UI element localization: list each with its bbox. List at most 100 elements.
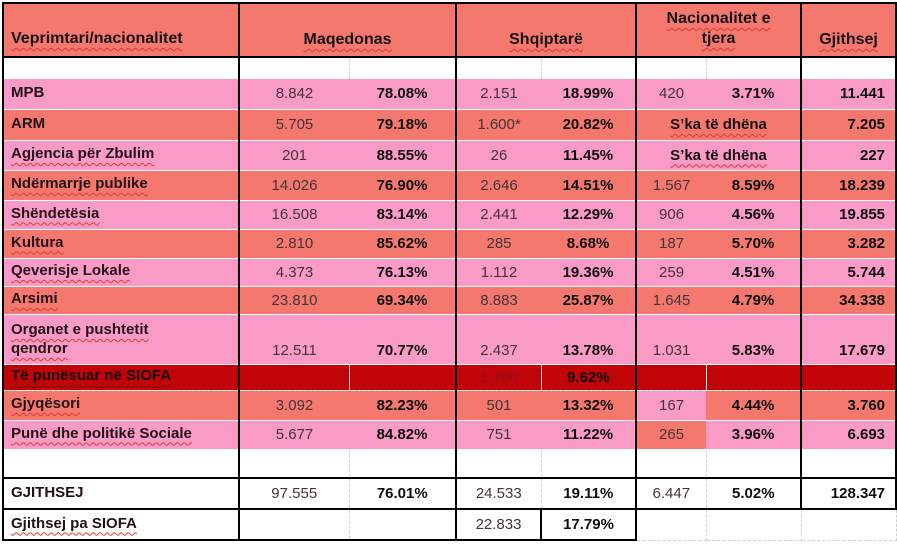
cell-mk-pct: 79.18% (349, 109, 458, 141)
cell-mk-count: 3.092 (239, 390, 349, 421)
table-row-agjencia: Agjencia për Zbulim 201 88.55% 26 11.45%… (2, 140, 897, 171)
row-label: Shëndetësia (2, 200, 240, 230)
cell-mk-count: 16.508 (239, 200, 349, 230)
table-row-organet: Organet e pushtetit qendror 12.511 70.77… (2, 314, 897, 365)
table-row-mpb: MPB 8.842 78.08% 2.151 18.99% 420 3.71% … (2, 79, 897, 110)
page: Veprimtari/nacionalitet Maqedonas Shqipt… (2, 2, 897, 541)
cell-al-pct: 11.22% (541, 420, 638, 450)
cell-total: 5.744 (801, 258, 897, 287)
cell-no-data: S’ka të dhëna (636, 140, 803, 171)
cell-mk-count: 97.555 (239, 478, 350, 510)
cell-total: 17.679 (801, 314, 897, 365)
table-row-kultura: Kultura 2.810 85.62% 285 8.68% 187 5.70%… (2, 229, 897, 259)
cell-al-count: 24.533 (456, 478, 542, 510)
cell-al-count: 1.600* (456, 109, 542, 141)
table-row-gjyqesori: Gjyqësori 3.092 82.23% 501 13.32% 167 4.… (2, 390, 897, 421)
row-label: Agjencia për Zbulim (2, 140, 240, 171)
cell-other-pct: 3.71% (706, 79, 803, 110)
header-activity-nationality: Veprimtari/nacionalitet (2, 2, 240, 58)
cell-total: 19.855 (801, 200, 897, 230)
cell-mk-pct: 85.62% (349, 229, 458, 259)
row-label: Organet e pushtetit qendror (2, 314, 240, 365)
cell-mk-count: 5.677 (239, 420, 349, 450)
employment-by-nationality-table: Veprimtari/nacionalitet Maqedonas Shqipt… (2, 2, 897, 541)
cell-mk-pct: 84.82% (349, 420, 458, 450)
cell-total: 34.338 (801, 286, 897, 315)
cell-mk-pct: 78.08% (349, 79, 458, 110)
row-label: ARM (2, 109, 240, 141)
cell-al-pct: 14.51% (541, 170, 638, 201)
row-label: GJITHSEJ (2, 478, 240, 510)
cell-other-pct: 5.83% (706, 314, 803, 365)
cell-al-pct: 9.62% (541, 364, 638, 391)
table-row-ndermarrje: Ndërmarrje publike 14.026 76.90% 2.646 1… (2, 170, 897, 201)
cell-mk-pct: 69.34% (349, 286, 458, 315)
cell-al-pct: 19.36% (541, 258, 638, 287)
cell-other-pct: 4.79% (706, 286, 803, 315)
cell-al-count: 285 (456, 229, 542, 259)
cell-total: 6.693 (801, 420, 897, 450)
cell-al-count: 2.437 (456, 314, 542, 365)
cell-al-count: 26 (456, 140, 542, 171)
cell-al-pct: 11.45% (541, 140, 638, 171)
cell-other-pct: 4.51% (706, 258, 803, 287)
cell-other-count: 259 (636, 258, 707, 287)
cell-mk-pct: 83.14% (349, 200, 458, 230)
cell-other-count: 420 (636, 79, 707, 110)
cell-mk-count: 5.705 (239, 109, 349, 141)
row-label: Qeverisje Lokale (2, 258, 240, 287)
cell-al-count: 2.646 (456, 170, 542, 201)
cell-total: 11.441 (801, 79, 897, 110)
table-row-totals: GJITHSEJ 97.555 76.01% 24.533 19.11% 6.4… (2, 478, 897, 510)
header-macedonians: Maqedonas (239, 2, 458, 58)
cell-mk-pct: 70.77% (349, 314, 458, 365)
cell-mk-pct: 76.90% (349, 170, 458, 201)
cell-other-count: 1.031 (636, 314, 707, 365)
cell-other-count: 6.447 (636, 478, 707, 510)
table-row-arm: ARM 5.705 79.18% 1.600* 20.82% S’ka të d… (2, 109, 897, 141)
cell-mk-count: 23.810 (239, 286, 349, 315)
cell-al-count: 501 (456, 390, 542, 421)
cell-al-pct: 12.29% (541, 200, 638, 230)
cell-total: 227 (801, 140, 897, 171)
cell-total: 18.239 (801, 170, 897, 201)
row-label: Gjyqësori (2, 390, 240, 421)
cell-other-pct: 5.70% (706, 229, 803, 259)
cell-total: 128.347 (801, 478, 897, 510)
cell-no-data: S’ka të dhëna (636, 109, 803, 141)
table-row-arsimi: Arsimi 23.810 69.34% 8.883 25.87% 1.645 … (2, 286, 897, 315)
cell-mk-pct: 88.55% (349, 140, 458, 171)
cell-mk-count: 2.810 (239, 229, 349, 259)
cell-al-pct: 17.79% (541, 509, 638, 541)
header-row: Veprimtari/nacionalitet Maqedonas Shqipt… (2, 2, 897, 58)
cell-other-pct: 4.56% (706, 200, 803, 230)
header-total: Gjithsej (801, 2, 897, 58)
table-row-pune: Punë dhe politikë Sociale 5.677 84.82% 7… (2, 420, 897, 450)
row-label: Të punësuar në SIOFA (2, 364, 240, 391)
table-row-siofa: Të punësuar në SIOFA 1.700 9.62% (2, 364, 897, 391)
row-label: Kultura (2, 229, 240, 259)
cell-al-count: 2.441 (456, 200, 542, 230)
cell-mk-count: 201 (239, 140, 349, 171)
cell-total: 3.760 (801, 390, 897, 421)
cell-mk-count: 12.511 (239, 314, 349, 365)
cell-al-pct: 19.11% (541, 478, 638, 510)
cell-al-count: 22.833 (456, 509, 543, 541)
cell-other-pct: 5.02% (706, 478, 803, 510)
row-label: Gjithsej pa SIOFA (2, 509, 240, 541)
spacer-row-top (2, 57, 897, 79)
cell-other-count: 187 (636, 229, 707, 259)
cell-mk-count: 8.842 (239, 79, 349, 110)
cell-al-pct: 13.78% (541, 314, 638, 365)
cell-al-count: 751 (456, 420, 542, 450)
row-label: Arsimi (2, 286, 240, 315)
cell-mk-pct: 76.13% (349, 258, 458, 287)
row-label: MPB (2, 79, 240, 110)
table-row-qeverisje: Qeverisje Lokale 4.373 76.13% 1.112 19.3… (2, 258, 897, 287)
cell-other-count: 1.567 (636, 170, 707, 201)
header-activity-label: Veprimtari/nacionalitet (11, 30, 183, 47)
cell-al-pct: 13.32% (541, 390, 638, 421)
spacer-row-bottom (2, 449, 897, 479)
cell-mk-count: 4.373 (239, 258, 349, 287)
cell-total: 7.205 (801, 109, 897, 141)
